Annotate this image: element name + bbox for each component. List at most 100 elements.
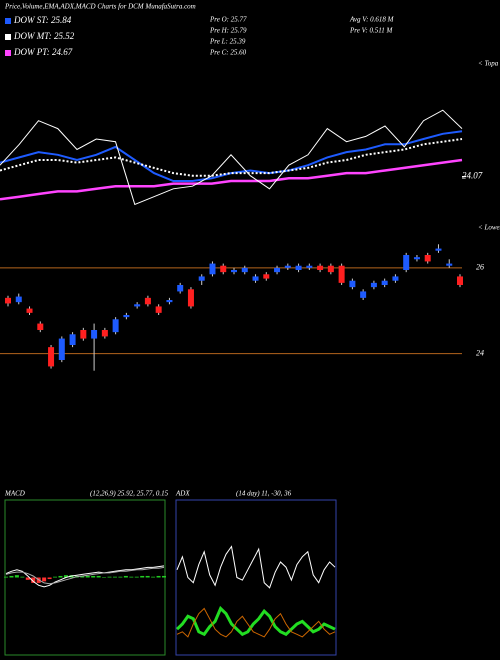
panel-subtitle: (14 day) 11, -30, 36 [236, 490, 292, 498]
candle-body [80, 330, 87, 339]
candle-body [112, 319, 119, 333]
histogram-bar [145, 575, 150, 578]
legend-swatch [5, 18, 11, 24]
annotation: < Lowes [478, 224, 500, 232]
candle-body [317, 265, 324, 270]
histogram-bar [123, 575, 128, 578]
histogram-bar [91, 575, 96, 578]
candle-body [134, 304, 141, 307]
candle-body [69, 334, 76, 345]
candle-body [58, 338, 65, 360]
candle-body [457, 276, 463, 285]
y-tick-label: 24 [476, 348, 484, 357]
candle-body [5, 297, 11, 304]
price-line [0, 109, 463, 206]
legend-swatch [5, 34, 11, 40]
candle-body [26, 308, 33, 313]
histogram-bar [102, 577, 107, 578]
stat: Pre O: 25.77 [209, 16, 247, 24]
histogram-bar [53, 576, 58, 578]
stat: Pre C: 25.60 [209, 49, 247, 57]
legend-swatch [5, 50, 11, 56]
stat: Pre L: 25.39 [209, 38, 246, 46]
candle-body [252, 276, 259, 281]
adx-line [176, 607, 336, 638]
candle-body [446, 263, 453, 266]
panel-title: MACD [4, 490, 25, 498]
histogram-bar [134, 576, 139, 578]
candle-body [413, 257, 420, 260]
histogram-bar [31, 577, 36, 583]
candle-body [123, 315, 130, 318]
macd-line [5, 565, 165, 588]
candle-body [15, 296, 22, 303]
histogram-bar [63, 575, 68, 578]
histogram-bar [129, 576, 134, 578]
histogram-bar [107, 576, 112, 578]
histogram-bar [140, 575, 145, 578]
legend-label: DOW MT: 25.52 [13, 31, 75, 41]
candle-body [187, 289, 194, 307]
candle-body [360, 291, 367, 298]
annotation: < Topa [478, 60, 499, 68]
candle-body [424, 255, 431, 262]
histogram-bar [118, 576, 123, 578]
histogram-bar [96, 575, 101, 578]
candle-body [155, 306, 162, 313]
candle-body [284, 265, 291, 268]
panel-title: ADX [175, 490, 190, 498]
candle-body [101, 330, 108, 337]
candle-body [37, 323, 44, 330]
histogram-bar [47, 577, 52, 580]
adx-line [175, 605, 336, 637]
candle-body [295, 265, 302, 270]
stat: Avg V: 0.618 M [349, 16, 395, 24]
stat: Pre H: 25.79 [209, 27, 247, 35]
candle-body [231, 270, 237, 273]
histogram-bar [85, 575, 90, 578]
ema-line [0, 130, 463, 182]
stat: Pre V: 0.511 M [349, 27, 393, 35]
ema-line [0, 158, 463, 201]
y-tick-label: 24.07 [462, 171, 483, 181]
candle-body [381, 280, 388, 285]
histogram-bar [151, 576, 156, 578]
candle-body [392, 276, 399, 281]
histogram-bar [4, 576, 8, 578]
adx-frame [175, 499, 337, 656]
candle-body [48, 347, 55, 367]
legend-label: DOW ST: 25.84 [13, 15, 72, 25]
histogram-bar [14, 575, 19, 578]
histogram-bar [25, 577, 30, 580]
candle-body [209, 263, 216, 275]
candle-body [403, 255, 410, 270]
adx-line [176, 545, 336, 589]
candle-body [370, 282, 377, 288]
title: Price,Volume,EMA,ADX,MACD Charts for DCM… [4, 3, 196, 11]
candle-body [144, 297, 151, 305]
histogram-bar [58, 575, 63, 578]
panel-subtitle: (12,26,9) 25.92, 25.77, 0.15 [90, 490, 169, 498]
histogram-bar [80, 575, 85, 578]
candle-body [435, 248, 442, 251]
candle-body [166, 300, 173, 303]
histogram-bar [9, 575, 14, 578]
histogram-bar [162, 575, 166, 578]
y-tick-label: 26 [476, 263, 484, 272]
candle-body [274, 267, 281, 273]
candle-body [338, 265, 345, 283]
candle-body [91, 330, 98, 339]
histogram-bar [156, 575, 161, 578]
candle-body [177, 285, 184, 292]
macd-line [5, 566, 165, 585]
candle-body [306, 265, 313, 268]
candle-body [220, 265, 227, 273]
candle-body [327, 265, 334, 273]
candle-body [241, 267, 248, 273]
histogram-bar [20, 576, 25, 578]
histogram-bar [112, 576, 117, 578]
legend-label: DOW PT: 24.67 [13, 47, 73, 57]
histogram-bar [42, 577, 47, 582]
